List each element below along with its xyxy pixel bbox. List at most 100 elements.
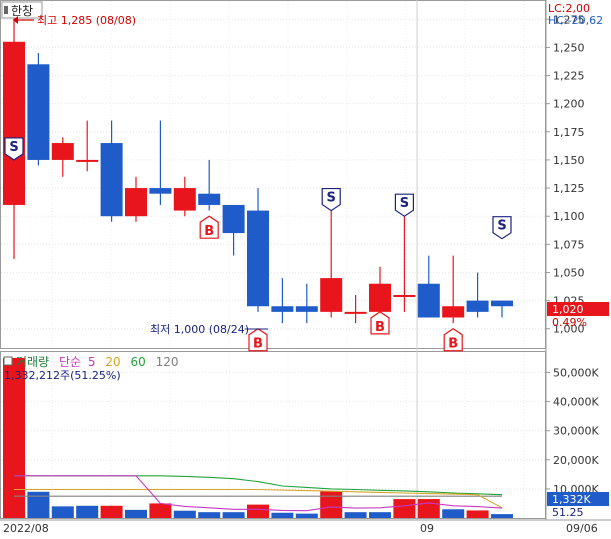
ma-type-label: 단순 bbox=[59, 355, 81, 369]
candle-body[interactable] bbox=[100, 143, 123, 217]
volume-bar[interactable] bbox=[466, 510, 489, 518]
volume-bar[interactable] bbox=[344, 512, 367, 518]
volume-bar[interactable] bbox=[442, 509, 465, 518]
x-label-end: 09/06 bbox=[566, 522, 598, 535]
ma5-line bbox=[14, 475, 503, 512]
signal-label: B bbox=[204, 224, 214, 239]
volume-tick-label: 30,000K bbox=[553, 425, 599, 438]
price-tick-label: 1,225 bbox=[553, 70, 585, 83]
candle-body[interactable] bbox=[51, 143, 74, 160]
volume-bar[interactable] bbox=[222, 512, 245, 518]
signal-label: B bbox=[448, 337, 458, 352]
price-tick-label: 1,250 bbox=[553, 41, 585, 54]
buy-signal[interactable] bbox=[248, 328, 268, 352]
volume-tick-label: 40,000K bbox=[553, 396, 599, 409]
volume-ma-lines bbox=[14, 475, 503, 512]
volume-bar[interactable] bbox=[393, 499, 416, 518]
price-tick-label: 1,150 bbox=[553, 154, 585, 167]
candle-body[interactable] bbox=[344, 311, 367, 314]
x-label-mid: 09 bbox=[420, 522, 434, 535]
candle-body[interactable] bbox=[295, 306, 318, 312]
stock-name: 한창 bbox=[11, 4, 33, 18]
price-tick-label: 1,100 bbox=[553, 210, 585, 223]
volume-bar[interactable] bbox=[198, 512, 221, 518]
signal-label: B bbox=[253, 337, 263, 352]
volume-bar[interactable] bbox=[76, 505, 99, 518]
volume-bar[interactable] bbox=[295, 513, 318, 518]
candles bbox=[3, 8, 513, 324]
volume-bars bbox=[3, 357, 513, 518]
current-price-tag bbox=[547, 302, 609, 316]
current-change-pct: 0.49% bbox=[552, 316, 587, 329]
candle-body[interactable] bbox=[442, 306, 465, 318]
candle-body[interactable] bbox=[76, 159, 99, 162]
current-volume-pct: 51.25 bbox=[552, 506, 584, 519]
volume-panel-frame bbox=[0, 351, 546, 519]
high-arrow-head bbox=[13, 16, 18, 24]
price-tick-label: 1,200 bbox=[553, 98, 585, 111]
current-volume-tag bbox=[547, 492, 609, 506]
volume-info: 1,332,212주(51.25%) bbox=[4, 369, 121, 382]
ma60-label: 60 bbox=[130, 355, 145, 369]
volume-tick-label: 50,000K bbox=[553, 366, 599, 379]
volume-bar[interactable] bbox=[51, 506, 74, 518]
volume-bar[interactable] bbox=[173, 510, 196, 518]
hc-badge: HC:-20,62 bbox=[548, 14, 603, 27]
volume-bar[interactable] bbox=[27, 491, 50, 518]
volume-legend: 거래량 단순 5 20 60 120 bbox=[16, 355, 178, 369]
sell-signal[interactable] bbox=[492, 216, 512, 240]
candle-body[interactable] bbox=[247, 210, 269, 307]
price-tick-label: 1,075 bbox=[553, 238, 585, 251]
candle-body[interactable] bbox=[271, 306, 294, 312]
candle-body[interactable] bbox=[149, 188, 172, 194]
volume-bar[interactable] bbox=[125, 509, 147, 518]
candle-body[interactable] bbox=[491, 300, 513, 307]
volume-bar[interactable] bbox=[3, 357, 25, 518]
low-annotation: 최저 1,000 (08/24) bbox=[150, 323, 249, 336]
candle-body[interactable] bbox=[369, 283, 391, 312]
candle-body[interactable] bbox=[173, 188, 196, 211]
current-volume: 1,332K bbox=[552, 493, 591, 506]
candle-body[interactable] bbox=[198, 193, 221, 205]
candle-body[interactable] bbox=[3, 41, 25, 205]
volume-bar[interactable] bbox=[491, 514, 513, 518]
stock-name-marker bbox=[4, 6, 8, 14]
buy-signal[interactable] bbox=[443, 328, 463, 352]
x-label-start: 2022/08 bbox=[3, 522, 49, 535]
buy-signal[interactable] bbox=[199, 215, 219, 239]
price-tick-label: 1,175 bbox=[553, 126, 585, 139]
stock-name-box[interactable] bbox=[1, 1, 43, 19]
sell-signal[interactable] bbox=[321, 187, 341, 212]
signal-label: S bbox=[497, 219, 506, 234]
volume-bar[interactable] bbox=[369, 512, 391, 518]
lc-badge: LC:2,00 bbox=[548, 2, 590, 15]
volume-grid bbox=[1, 371, 545, 490]
price-tick-label: 1,275 bbox=[553, 13, 585, 26]
ma20-line bbox=[14, 488, 503, 509]
signal-label: S bbox=[400, 196, 409, 211]
volume-bar[interactable] bbox=[271, 512, 294, 518]
candle-body[interactable] bbox=[393, 294, 416, 297]
candle-body[interactable] bbox=[125, 188, 147, 217]
trade-signals: S B B S B S B S bbox=[4, 137, 512, 352]
price-grid bbox=[1, 1, 545, 518]
candle-body[interactable] bbox=[320, 278, 343, 312]
sell-signal[interactable] bbox=[394, 193, 414, 217]
candle-body[interactable] bbox=[417, 283, 440, 318]
candle-body[interactable] bbox=[222, 204, 245, 234]
volume-bar[interactable] bbox=[417, 499, 440, 518]
volume-bar[interactable] bbox=[100, 505, 123, 518]
buy-signal[interactable] bbox=[370, 311, 390, 335]
sell-signal[interactable] bbox=[4, 137, 24, 161]
candle-body[interactable] bbox=[27, 64, 50, 160]
ma5-label: 5 bbox=[88, 355, 96, 369]
signal-label: B bbox=[375, 320, 385, 335]
volume-legend-marker bbox=[3, 356, 13, 366]
candle-body[interactable] bbox=[466, 300, 489, 312]
volume-bar[interactable] bbox=[247, 504, 269, 518]
ma120-label: 120 bbox=[156, 355, 179, 369]
volume-bar[interactable] bbox=[320, 491, 343, 518]
volume-bar[interactable] bbox=[149, 503, 172, 518]
